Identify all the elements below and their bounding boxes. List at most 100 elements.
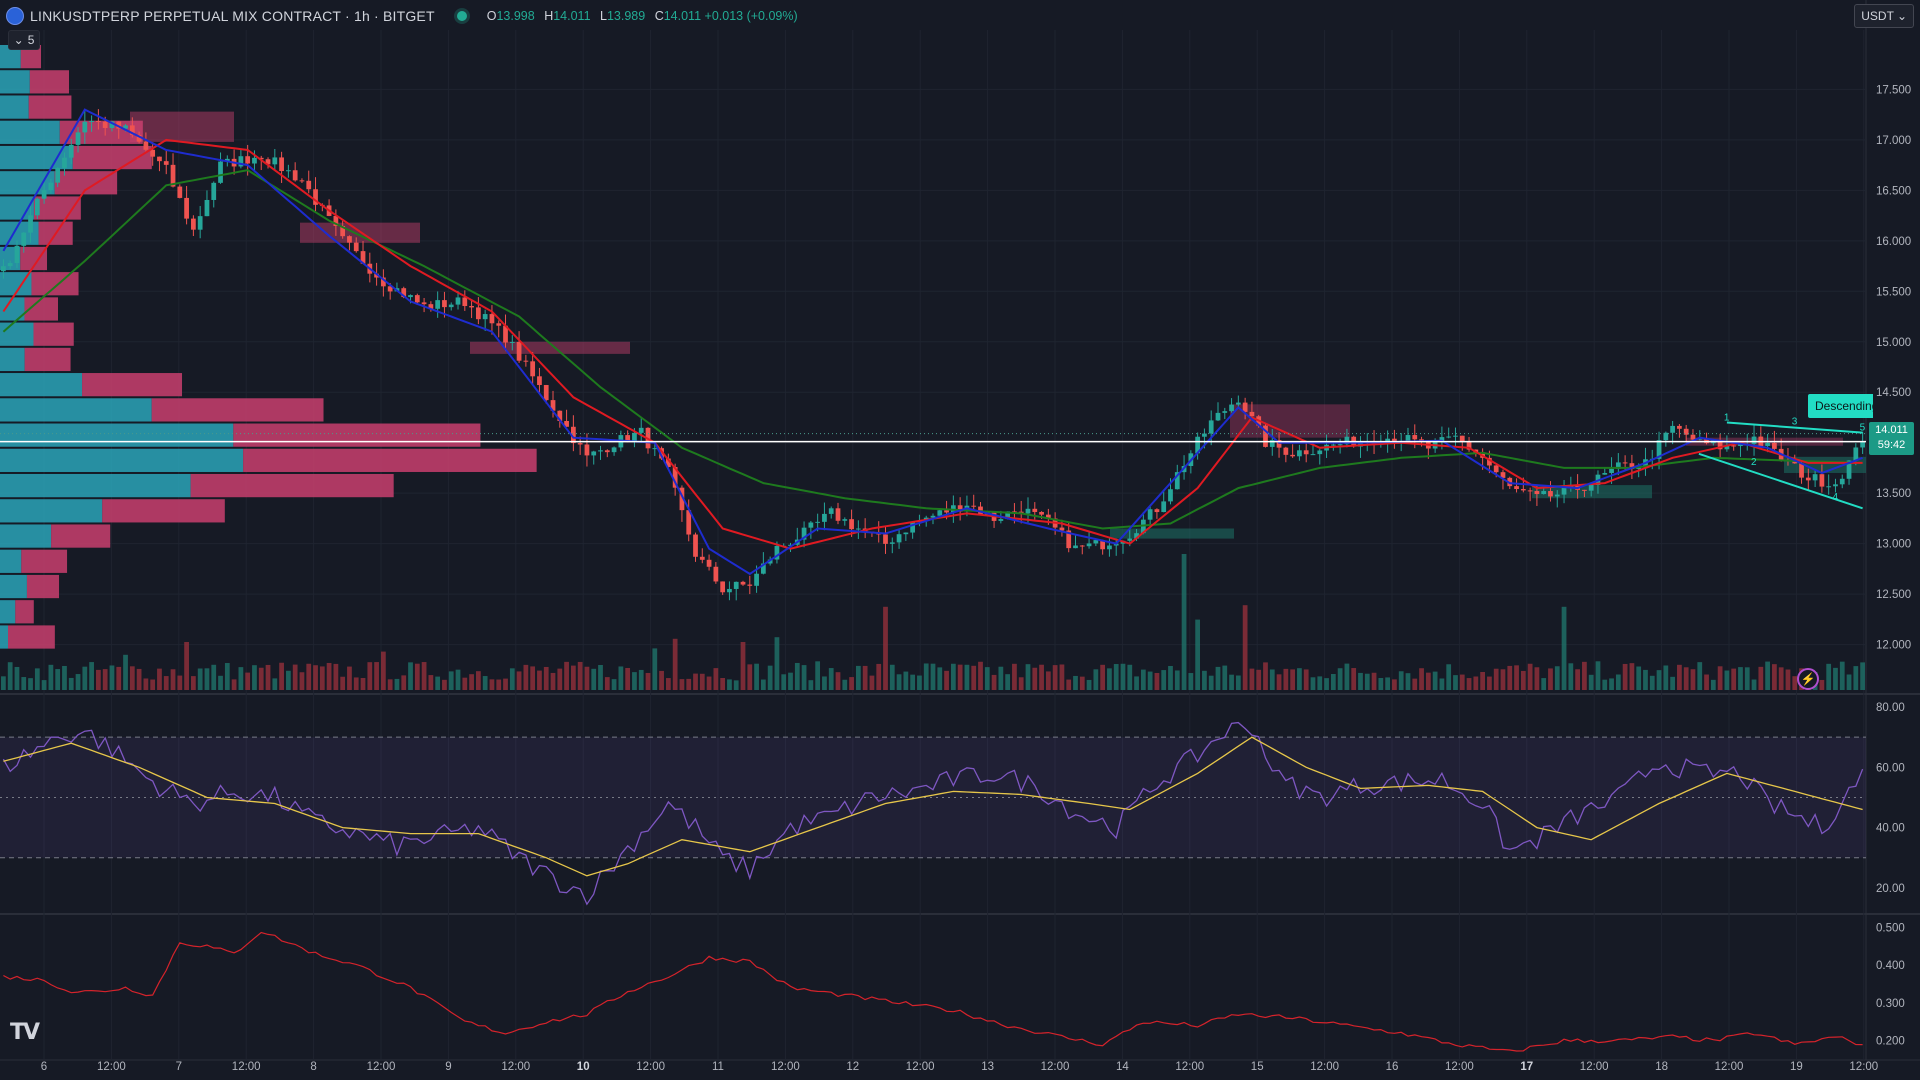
- volume-bar: [1629, 663, 1635, 690]
- volume-bar: [855, 665, 861, 690]
- candle-body: [421, 302, 427, 305]
- candle-body: [1412, 435, 1418, 440]
- volume-bar: [1161, 670, 1167, 690]
- candle-body: [760, 563, 766, 574]
- candle-body: [1134, 533, 1139, 539]
- candle-body: [889, 542, 895, 544]
- candle-body: [1609, 468, 1614, 473]
- candle-body: [638, 427, 644, 433]
- volume-bar: [1012, 663, 1017, 690]
- candle-body: [957, 505, 963, 512]
- indicators-collapse-button[interactable]: ⌄ 5: [8, 30, 40, 50]
- volume-bar: [347, 666, 352, 690]
- candle-body: [584, 444, 590, 456]
- price-axis-label: 12.000: [1876, 640, 1911, 652]
- volume-bar: [1100, 664, 1106, 690]
- candle-body: [313, 189, 318, 205]
- candle-body: [360, 251, 366, 264]
- volume-bar: [1358, 672, 1363, 690]
- volume-bar: [1364, 673, 1370, 690]
- rsi-axis-label: 20.00: [1876, 883, 1905, 895]
- volume-bar: [516, 671, 522, 690]
- volume-bar: [1466, 678, 1472, 690]
- volume-bar: [1412, 678, 1418, 690]
- pattern-label[interactable]: Descending: [1808, 394, 1873, 418]
- volume-bar: [1473, 676, 1479, 690]
- candle-body: [1541, 491, 1547, 495]
- volume-profile-down-bar: [20, 45, 42, 69]
- candle-body: [1337, 444, 1343, 446]
- candle-body: [1107, 545, 1112, 550]
- candle-body: [1683, 428, 1689, 435]
- candle-body: [530, 361, 536, 377]
- volume-profile-up-bar: [0, 45, 21, 69]
- candle-body: [665, 458, 671, 468]
- volume-profile-down-bar: [102, 499, 225, 523]
- volume-bar: [835, 672, 841, 690]
- volume-bar: [774, 637, 780, 690]
- candle-body: [1459, 435, 1465, 442]
- volume-bar: [679, 679, 685, 690]
- volume-bar: [713, 668, 719, 690]
- candle-body: [937, 510, 943, 516]
- market-status-icon[interactable]: [456, 11, 467, 21]
- volume-bar: [286, 670, 291, 690]
- candle-body: [1514, 486, 1519, 490]
- currency-button[interactable]: USDT ⌄: [1854, 4, 1914, 28]
- candle-body: [204, 199, 210, 217]
- candle-body: [1453, 435, 1458, 437]
- candle-body: [75, 132, 81, 145]
- volume-bar: [1785, 669, 1791, 690]
- volume-bar: [374, 662, 379, 690]
- volume-bar: [1846, 674, 1852, 690]
- volume-bar: [197, 668, 203, 690]
- volume-bar: [523, 664, 529, 690]
- volume-bar: [1052, 665, 1058, 690]
- volume-bar: [204, 668, 210, 690]
- volume-bar: [876, 663, 882, 690]
- volume-bar: [1778, 667, 1784, 690]
- volume-bar: [1453, 675, 1458, 690]
- symbol-title[interactable]: LINKUSDTPERP PERPETUAL MIX CONTRACT · 1h…: [30, 8, 435, 24]
- pattern-point-label: 5: [1860, 423, 1866, 434]
- volume-bar: [1554, 666, 1560, 690]
- lightning-icon[interactable]: ⚡: [1797, 668, 1819, 690]
- volume-bar: [971, 665, 977, 690]
- order-block-zone: [130, 111, 234, 142]
- candle-body: [286, 170, 291, 172]
- volume-bar: [984, 667, 990, 690]
- volume-bar: [272, 678, 278, 690]
- volume-profile-down-bar: [54, 171, 118, 195]
- candle-body: [883, 534, 888, 544]
- volume-bar: [801, 665, 807, 690]
- time-axis-label: 15: [1251, 1061, 1264, 1073]
- volume-bar: [957, 664, 963, 690]
- candle-body: [62, 157, 67, 168]
- ema-slow-line: [2, 169, 1863, 530]
- volume-bar: [1432, 671, 1438, 690]
- candle-body: [1656, 440, 1662, 459]
- volume-bar: [842, 679, 848, 690]
- volume-bar: [747, 664, 753, 690]
- candle-body: [849, 519, 854, 530]
- volume-bar: [1717, 666, 1723, 690]
- tradingview-logo[interactable]: TV: [10, 1020, 40, 1045]
- volume-bar: [1704, 674, 1709, 690]
- low-value: 13.989: [606, 9, 646, 23]
- volume-bar: [14, 666, 20, 690]
- candle-body: [1174, 472, 1180, 490]
- volume-bar: [1602, 679, 1608, 690]
- volume-bar: [1290, 669, 1296, 690]
- volume-bar: [1731, 668, 1737, 690]
- volume-bar: [889, 664, 895, 690]
- candle-body: [218, 161, 223, 183]
- volume-bar: [1079, 676, 1085, 690]
- time-axis-label: 13: [981, 1061, 994, 1073]
- volume-bar: [150, 679, 156, 690]
- volume-bar: [903, 671, 909, 690]
- volume-bar: [1541, 678, 1547, 690]
- rsi-axis-label: 80.00: [1876, 702, 1905, 714]
- volume-bar: [794, 662, 800, 690]
- volume-bar: [442, 679, 447, 690]
